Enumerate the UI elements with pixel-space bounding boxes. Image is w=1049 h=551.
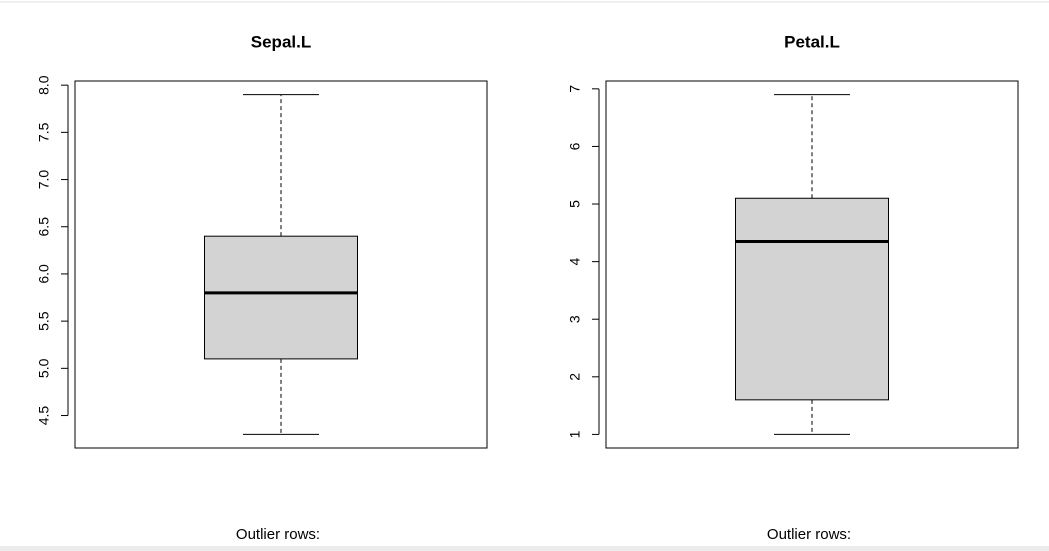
bottom-bar <box>0 546 1049 551</box>
chart-title: Sepal.L <box>251 32 311 51</box>
y-tick-label: 2 <box>567 373 583 381</box>
box <box>204 235 358 360</box>
y-tick-label: 6.5 <box>36 217 52 237</box>
chart-title: Petal.L <box>784 32 840 51</box>
y-tick-label: 5.5 <box>36 311 52 331</box>
box <box>735 197 889 401</box>
y-tick-label: 5.0 <box>36 358 52 378</box>
y-tick-label: 3 <box>567 315 583 323</box>
y-tick-label: 7.0 <box>36 170 52 190</box>
y-tick-label: 5 <box>567 200 583 208</box>
y-tick-label: 7.5 <box>36 122 52 142</box>
y-tick-label: 1 <box>567 430 583 438</box>
caption: Outlier rows: <box>767 526 851 543</box>
y-tick-label: 8.0 <box>36 75 52 95</box>
y-tick-label: 7 <box>567 85 583 93</box>
y-tick-label: 4.5 <box>36 406 52 426</box>
caption: Outlier rows: <box>236 526 320 543</box>
plot-frame <box>605 80 1019 449</box>
y-tick-label: 6 <box>567 142 583 150</box>
y-tick-label: 4 <box>567 258 583 266</box>
plot-frame <box>74 80 488 449</box>
y-tick-label: 6.0 <box>36 264 52 284</box>
